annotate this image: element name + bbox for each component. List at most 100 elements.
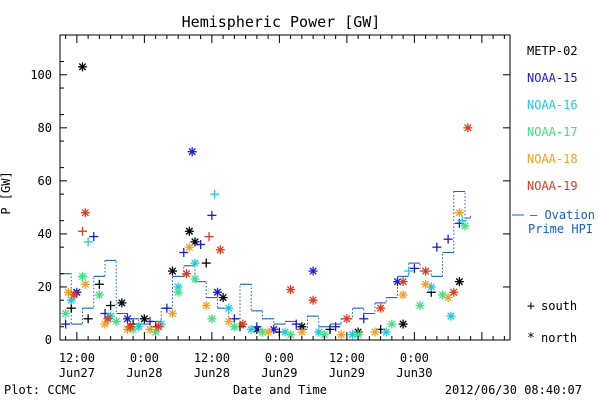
data-point — [409, 263, 419, 273]
data-point — [103, 314, 113, 324]
data-point — [78, 271, 87, 281]
ovation-label-2: Prime HPI — [528, 222, 593, 236]
data-point — [460, 221, 470, 231]
x-tick-label-date: Jun28 — [194, 366, 230, 380]
data-point — [463, 123, 473, 133]
data-point — [421, 266, 431, 276]
y-tick-label: 0 — [45, 333, 52, 347]
y-tick-label: 100 — [30, 68, 52, 82]
data-point — [184, 242, 194, 252]
x-tick-label-time: 12:00 — [329, 351, 365, 365]
x-tick-label-date: Jun29 — [261, 366, 297, 380]
x-tick-label-time: 12:00 — [194, 351, 230, 365]
north-label: north — [541, 331, 577, 345]
data-point — [190, 258, 200, 268]
south-label: south — [541, 299, 577, 313]
data-point — [224, 303, 234, 313]
data-point — [184, 226, 194, 236]
data-point — [179, 247, 189, 257]
data-point — [398, 290, 408, 300]
x-tick-label-time: 0:00 — [265, 351, 294, 365]
data-point — [207, 210, 217, 220]
data-point — [331, 322, 341, 332]
data-point — [454, 277, 464, 287]
data-point — [201, 258, 211, 268]
x-tick-label-date: Jun29 — [329, 366, 365, 380]
x-tick-label-time: 12:00 — [59, 351, 95, 365]
data-point — [415, 301, 425, 311]
x-axis: 12:00Jun270:00Jun2812:00Jun280:00Jun2912… — [59, 35, 505, 380]
data-point — [218, 293, 228, 303]
y-axis-label: P [GW] — [0, 171, 13, 214]
data-point — [325, 324, 335, 334]
chart-title: Hemispheric Power [GW] — [182, 13, 381, 31]
data-point — [111, 316, 121, 326]
data-point — [190, 274, 200, 284]
data-point — [83, 237, 93, 247]
y-tick-label: 40 — [38, 227, 52, 241]
data-point — [421, 279, 431, 289]
south-symbol: + — [527, 299, 535, 314]
x-tick-label-time: 0:00 — [400, 351, 429, 365]
y-axis: 0 20 40 60 80 100 — [30, 61, 510, 347]
data-point — [359, 314, 369, 324]
data-point — [78, 226, 87, 236]
data-point — [376, 303, 386, 313]
data-point — [145, 316, 155, 326]
data-point — [139, 314, 149, 324]
data-point — [336, 330, 346, 340]
data-point — [201, 301, 211, 311]
x-tick-label-date: Jun27 — [59, 366, 95, 380]
data-point — [308, 295, 318, 305]
data-point — [80, 208, 90, 218]
data-point — [398, 277, 408, 287]
data-point — [449, 287, 459, 297]
data-point — [204, 232, 214, 242]
x-tick-label-time: 0:00 — [130, 351, 159, 365]
data-point — [213, 287, 222, 297]
data-point — [398, 319, 408, 329]
data-point — [153, 322, 163, 332]
legend-entry: NOAA-18 — [527, 152, 578, 166]
data-point — [80, 279, 90, 289]
data-point — [297, 327, 307, 337]
plot-frame — [59, 34, 511, 341]
ovation-label-1: — Ovation — [530, 208, 595, 222]
data-point — [229, 322, 239, 332]
data-point — [89, 232, 99, 242]
data-point — [83, 314, 93, 324]
data-point — [106, 301, 116, 311]
y-tick-label: 80 — [38, 121, 52, 135]
data-point — [168, 266, 177, 276]
data-point — [94, 279, 104, 289]
data-point — [207, 314, 217, 324]
data-point — [404, 266, 414, 276]
y-tick-label: 60 — [38, 174, 52, 188]
legend-entry: NOAA-17 — [527, 125, 578, 139]
data-point — [224, 316, 234, 326]
data-point — [446, 311, 456, 321]
legend-entry: NOAA-16 — [527, 98, 578, 112]
data-point — [443, 293, 453, 303]
data-point — [387, 319, 397, 329]
data-point — [61, 308, 71, 318]
north-symbol: * — [527, 331, 535, 346]
legend-entry: NOAA-19 — [527, 179, 578, 193]
data-point — [342, 314, 352, 324]
data-point — [66, 303, 76, 313]
x-tick-label-date: Jun28 — [126, 366, 162, 380]
legend: METP-02 NOAA-15 NOAA-16 NOAA-17 NOAA-18 NOAA-… — [527, 44, 578, 193]
data-point — [370, 327, 380, 337]
data-point — [291, 319, 301, 329]
legend-entry: METP-02 — [527, 44, 578, 58]
data-point — [238, 319, 248, 329]
data-point — [210, 189, 220, 199]
data-point — [173, 287, 183, 297]
data-point — [94, 290, 104, 300]
data-point — [123, 314, 132, 324]
data-point — [69, 290, 79, 300]
x-axis-label: Date and Time — [233, 383, 327, 397]
data-point — [61, 319, 71, 329]
y-tick-label: 20 — [38, 280, 52, 294]
